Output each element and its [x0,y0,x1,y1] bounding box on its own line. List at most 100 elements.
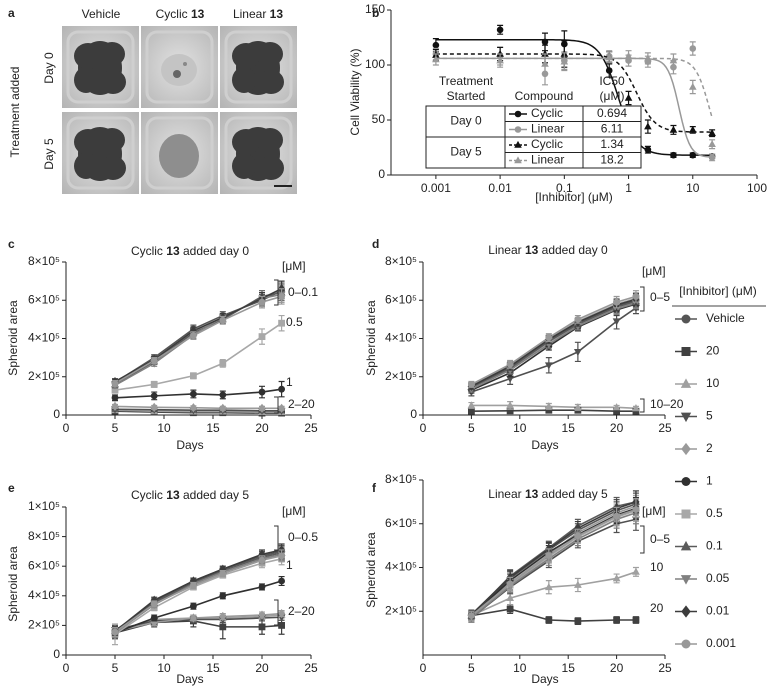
series-line [114,549,282,632]
data-point [258,549,266,559]
data-point [111,628,119,636]
series-line [471,608,636,622]
data-point [150,595,158,605]
chart-title: Linear 13 added day 0 [488,243,608,257]
data-point [189,613,197,623]
data-point [150,614,158,622]
data-point [574,532,582,540]
annotation: 10–20 [650,397,684,411]
chart-title-part: Linear [488,243,525,257]
x-axis-label: Days [176,672,203,686]
data-point [150,357,158,364]
y-tick-label: 0 [378,167,385,181]
spheroid [74,43,102,69]
table-key-marker [514,126,522,133]
data-point [574,617,582,625]
data-point [467,401,476,409]
panel-label: b [372,6,379,20]
x-tick-label: 15 [562,421,576,435]
data-point [541,59,549,67]
spheroid [100,156,126,180]
data-point [544,582,553,591]
series-line [114,405,282,410]
row-label: Day 0 [42,52,56,84]
data-point [258,556,266,564]
data-point [258,333,266,340]
data-point [573,348,582,357]
chart-title-part: 13 [166,488,180,502]
data-point [669,125,678,133]
data-point [190,582,197,589]
series-line [470,507,637,617]
data-point [111,394,119,402]
data-point [669,56,678,64]
data-point [258,583,266,591]
data-point [150,381,158,388]
legend-label: 1 [706,474,713,488]
x-tick-label: 25 [304,661,318,675]
data-point [541,38,549,46]
y-tick-label: 8×10⁵ [28,529,60,543]
data-point [278,319,285,327]
data-point [632,616,640,624]
data-point [150,402,158,412]
legend-label: Vehicle [706,311,745,325]
annotation: 20 [650,601,664,615]
legend-marker [681,314,691,324]
data-point [278,577,285,585]
data-point [468,381,475,388]
bracket [640,398,645,413]
y-tick-label: 2×10⁵ [385,369,417,383]
data-point [150,600,158,608]
data-point [688,82,697,90]
series-line [114,295,282,385]
bracket [274,599,279,626]
x-tick-label: 15 [206,421,220,435]
spheroid [173,70,181,78]
panel-label: c [8,237,15,251]
data-point [278,608,286,619]
annotation: 2–20 [288,604,315,618]
data-point [613,298,620,306]
x-tick-label: 0 [420,421,427,435]
data-point [496,26,504,34]
data-point [605,53,614,61]
column-label: Vehicle [82,7,121,21]
table-compound: Cyclic [531,137,563,151]
legend-marker [681,477,691,486]
data-point [258,610,266,620]
x-axis-label: Days [531,438,558,452]
data-point [506,375,515,383]
table-header: Treatment [439,74,494,88]
well-edge [224,116,293,190]
x-tick-label: 20 [255,421,269,435]
spheroid [257,42,283,66]
data-point [632,567,640,575]
x-tick-label: 10 [513,421,527,435]
data-point [219,592,227,600]
x-tick-label: 0.01 [488,181,512,195]
table-ic50: 6.11 [601,122,624,136]
x-tick-label: 5 [112,661,119,675]
y-tick-label: 50 [372,112,386,126]
x-tick-label: 100 [747,181,767,195]
y-tick-label: 0 [53,407,60,421]
data-point [632,506,640,513]
table-ic50: 1.34 [600,137,624,151]
annotation: 0–0.5 [288,530,318,544]
data-point [506,593,515,602]
panel-label: e [8,481,15,495]
data-point [219,359,227,367]
y-tick-label: 4×10⁵ [28,331,60,345]
series-line [114,288,282,383]
x-tick-label: 1 [625,181,632,195]
series-line [470,518,637,619]
spheroid [159,134,199,178]
data-point [278,622,285,629]
data-point [689,45,697,52]
x-tick-label: 25 [658,421,672,435]
x-tick-label: 5 [468,661,475,675]
legend-label: 2 [706,441,713,455]
y-tick-label: 6×10⁵ [385,516,417,530]
